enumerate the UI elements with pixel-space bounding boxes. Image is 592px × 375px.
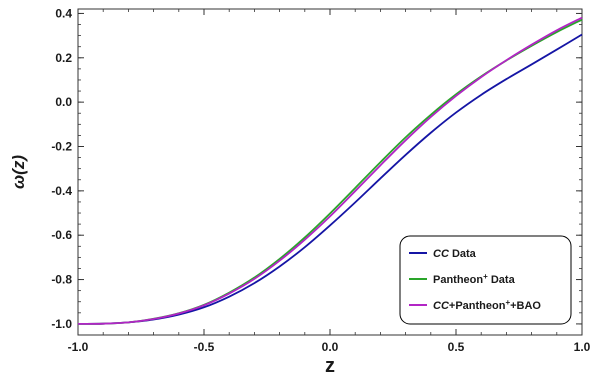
y-tick-label: 0.4 — [55, 6, 72, 20]
y-axis-title: ω(z) — [9, 155, 28, 189]
y-tick-label: -0.8 — [51, 273, 72, 287]
series-layer — [77, 16, 583, 325]
y-tick-label: 0.0 — [55, 95, 72, 109]
y-tick-label: -0.6 — [51, 228, 72, 242]
x-tick-label: 0.5 — [448, 340, 465, 354]
x-axis-title: z — [325, 355, 335, 375]
x-tick-label: 0.0 — [322, 340, 339, 354]
x-tick-label: 1.0 — [574, 340, 591, 354]
y-tick-label: -0.4 — [51, 184, 72, 198]
legend-label-2: Pantheon+ Data — [433, 272, 516, 287]
x-tick-label: -0.5 — [194, 340, 215, 354]
ticks-layer: -1.0 -0.5 0.0 0.5 1.0 -1.0 -0.8 -0.6 -0.4 -0.2 0.0… — [51, 6, 590, 354]
legend-label-1: CC Data — [433, 248, 477, 260]
y-tick-label: -0.2 — [51, 139, 72, 153]
y-tick-label: -1.0 — [51, 317, 72, 331]
legend-label-3: CC+Pantheon++BAO — [433, 298, 541, 313]
series-line-3 — [77, 16, 583, 325]
legend: CC Data Pantheon+ Data CC+Pantheon++BAO — [399, 235, 572, 325]
x-tick-label: -1.0 — [68, 340, 89, 354]
legend-box — [399, 235, 572, 325]
y-tick-label: 0.2 — [55, 51, 72, 65]
